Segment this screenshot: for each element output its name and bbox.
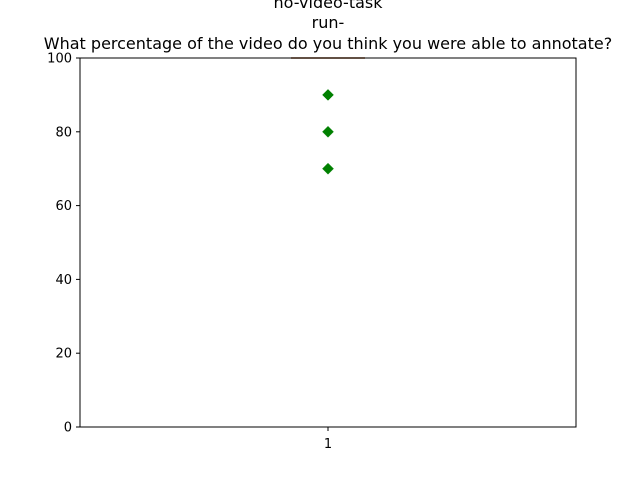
title-line-2: run- [312,13,345,32]
chart-title: no-video-task run- What percentage of th… [44,0,612,53]
y-tick-label: 0 [64,421,72,436]
y-axis: 0 20 40 60 80 100 [47,52,80,436]
data-point [322,162,334,175]
data-point [322,125,334,138]
y-tick-label: 80 [55,125,72,140]
title-line-3: What percentage of the video do you thin… [44,34,612,53]
y-tick-label: 20 [55,347,72,362]
title-line-1: no-video-task [273,0,383,12]
x-tick-label: 1 [324,437,332,452]
data-point [322,89,334,101]
y-tick-label: 100 [47,52,72,67]
x-axis: 1 [324,427,332,452]
plot-frame [79,57,577,428]
y-tick-label: 60 [55,199,72,214]
y-tick-label: 40 [55,273,72,288]
